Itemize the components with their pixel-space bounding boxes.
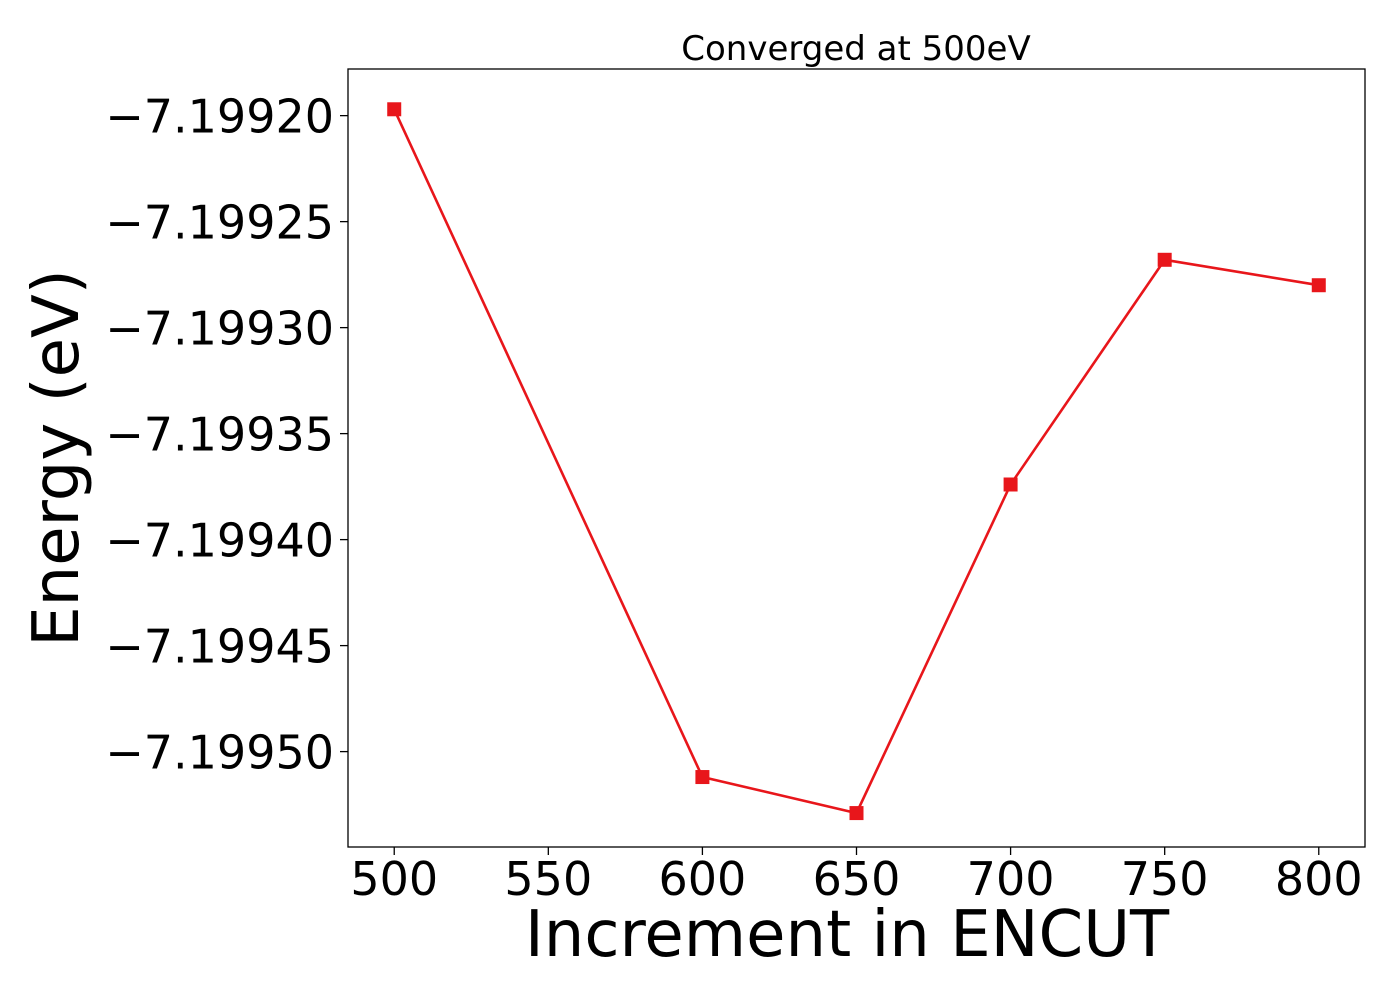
data-point-marker	[1157, 252, 1172, 267]
x-tick-label: 700	[967, 852, 1055, 906]
y-tick-label: −7.19940	[105, 514, 334, 568]
y-tick-label: −7.19935	[105, 408, 334, 462]
y-axis-title: Energy (eV)	[20, 269, 94, 647]
plot-frame	[347, 68, 1366, 848]
x-tick-label: 600	[659, 852, 747, 906]
y-tick-label: −7.19930	[105, 302, 334, 356]
data-point-marker	[695, 770, 710, 785]
series-line	[393, 108, 1320, 815]
y-tick-label: −7.19950	[105, 726, 334, 780]
x-axis-title: Increment in ENCUT	[525, 898, 1170, 972]
y-tick-label: −7.19920	[105, 90, 334, 144]
data-point-marker	[849, 806, 864, 821]
data-point-marker	[387, 102, 402, 117]
x-axis: 500 550 600 650 700 750 800	[350, 847, 1363, 906]
x-tick-label: 800	[1275, 852, 1363, 906]
data-point-marker	[1311, 278, 1326, 293]
data-point-marker	[1003, 477, 1018, 492]
y-tick-label: −7.19925	[105, 196, 334, 250]
x-tick-label: 550	[504, 852, 592, 906]
chart-title: Converged at 500eV	[681, 29, 1030, 69]
series-layer	[387, 102, 1326, 821]
x-tick-label: 650	[813, 852, 901, 906]
x-tick-label: 500	[350, 852, 438, 906]
y-axis: −7.19920 −7.19925 −7.19930 −7.19935 −7.19940…	[105, 90, 348, 780]
y-tick-label: −7.19945	[105, 620, 334, 674]
x-tick-label: 750	[1121, 852, 1209, 906]
